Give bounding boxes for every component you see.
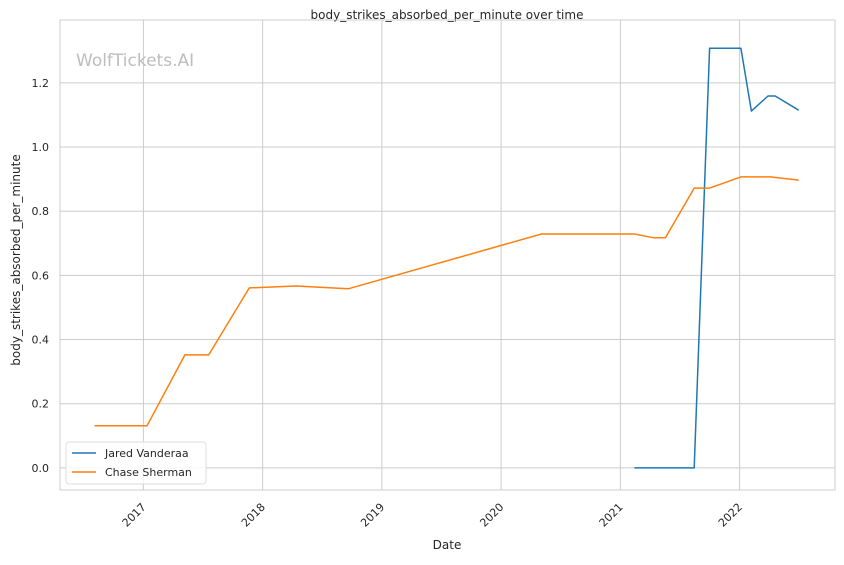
x-tick-label: 2018 bbox=[239, 501, 268, 530]
y-tick-label: 0.0 bbox=[32, 462, 50, 475]
y-tick-label: 0.6 bbox=[32, 269, 50, 282]
x-tick-label: 2022 bbox=[716, 501, 745, 530]
watermark: WolfTickets.AI bbox=[76, 51, 194, 71]
y-tick-label: 1.0 bbox=[32, 141, 50, 154]
y-tick-label: 0.8 bbox=[32, 205, 50, 218]
series-line-jared-vanderaa bbox=[634, 47, 800, 469]
series-group bbox=[94, 47, 800, 469]
x-tick-label: 2020 bbox=[477, 501, 506, 530]
series-line-chase-sherman bbox=[94, 176, 799, 427]
legend-box bbox=[65, 441, 207, 485]
x-tick-label: 2019 bbox=[358, 501, 387, 530]
y-tick-label: 0.4 bbox=[32, 334, 50, 347]
legend: Jared Vanderaa Chase Sherman bbox=[65, 441, 207, 485]
chart-title: body_strikes_absorbed_per_minute over ti… bbox=[311, 8, 584, 22]
grid bbox=[60, 20, 835, 490]
y-axis-label: body_strikes_absorbed_per_minute bbox=[9, 154, 23, 365]
x-tick-label: 2021 bbox=[597, 501, 626, 530]
legend-label-chase-sherman: Chase Sherman bbox=[105, 466, 192, 479]
legend-label-jared-vanderaa: Jared Vanderaa bbox=[104, 447, 189, 460]
x-axis-label: Date bbox=[433, 538, 462, 552]
y-tick-label: 1.2 bbox=[32, 77, 50, 90]
plot-frame bbox=[59, 19, 836, 491]
y-tick-label: 0.2 bbox=[32, 398, 50, 411]
x-tick-label: 2017 bbox=[120, 501, 149, 530]
